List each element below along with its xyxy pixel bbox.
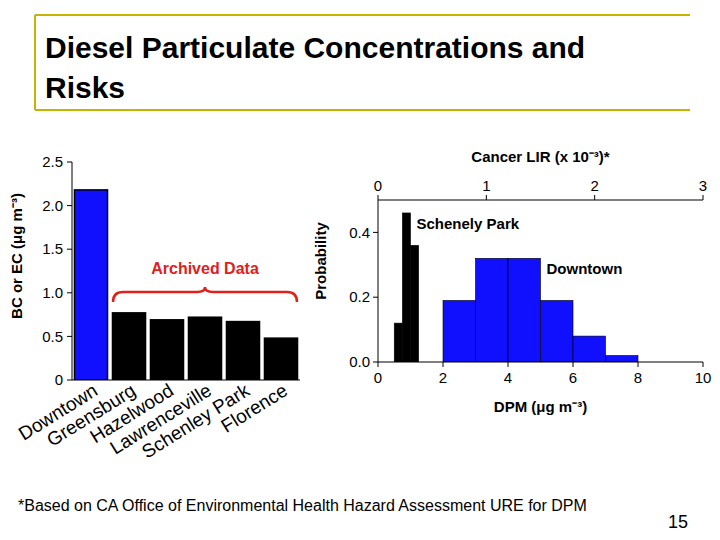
histogram-bar bbox=[606, 356, 639, 362]
bar-chart: 00.51.01.52.02.5DowntownGreensburgHazelw… bbox=[8, 153, 300, 462]
y-tick bbox=[67, 162, 72, 163]
y-axis bbox=[378, 200, 379, 362]
x2-tick-label: 2 bbox=[590, 177, 598, 194]
x-tick-label: 6 bbox=[569, 369, 577, 386]
x2-axis bbox=[378, 200, 703, 201]
y-tick-label: 1.5 bbox=[42, 240, 63, 257]
y-tick bbox=[67, 205, 72, 206]
x-axis bbox=[378, 362, 703, 363]
x-tick bbox=[573, 362, 574, 367]
annotation-bracket bbox=[113, 287, 297, 302]
x2-tick bbox=[594, 195, 595, 200]
x2-tick-label: 3 bbox=[699, 177, 707, 194]
y-tick bbox=[67, 292, 72, 293]
histogram-chart: 0 2 4 6 8 10 0 1 2 3 0.0 0.2 0.4 DPM (μg m⁻³) Cancer L… bbox=[312, 148, 711, 415]
histogram-bar bbox=[402, 213, 410, 362]
y-tick-label: 2.0 bbox=[42, 197, 63, 214]
y-tick-label: 1.0 bbox=[42, 284, 63, 301]
x2-axis-label: Cancer LIR (x 10⁻³)* bbox=[471, 148, 610, 165]
y-tick bbox=[373, 362, 378, 363]
y-tick bbox=[373, 297, 378, 298]
bar bbox=[112, 313, 145, 380]
y-tick-label: 2.5 bbox=[42, 153, 63, 170]
bar bbox=[226, 322, 259, 380]
y-axis bbox=[72, 162, 73, 380]
bar bbox=[188, 317, 221, 380]
y-axis-label: Probability bbox=[312, 222, 329, 300]
x-tick-label: 10 bbox=[695, 369, 712, 386]
frame-line bbox=[35, 14, 690, 16]
x2-tick bbox=[378, 195, 379, 200]
x2-tick-label: 1 bbox=[482, 177, 490, 194]
slide-title: Diesel Particulate Concentrations and Ri… bbox=[45, 28, 630, 108]
bar bbox=[74, 190, 107, 380]
x-tick bbox=[443, 362, 444, 367]
y-tick-label: 0.0 bbox=[349, 353, 370, 370]
bar bbox=[150, 320, 183, 380]
page-number: 15 bbox=[668, 512, 688, 532]
y-tick bbox=[67, 380, 72, 381]
histogram-bar bbox=[394, 323, 402, 362]
x-tick bbox=[638, 362, 639, 367]
x-tick-label: 8 bbox=[634, 369, 642, 386]
category-label: Florence bbox=[217, 380, 291, 437]
bars bbox=[74, 190, 297, 380]
bars bbox=[394, 213, 638, 362]
frame-line bbox=[34, 15, 36, 110]
series-label: Schenely Park bbox=[417, 215, 520, 232]
annotation: Archived Data bbox=[151, 260, 259, 277]
x-tick-label: 2 bbox=[439, 369, 447, 386]
y-axis-label: BC or EC (μg m⁻³) bbox=[8, 193, 25, 319]
y-tick-label: 0 bbox=[55, 371, 63, 388]
histogram-bar bbox=[443, 300, 476, 362]
frame-line bbox=[35, 109, 690, 111]
footnote: *Based on CA Office of Environmental Hea… bbox=[18, 497, 587, 514]
histogram-bar bbox=[411, 245, 419, 362]
x-axis-label: DPM (μg m⁻³) bbox=[494, 398, 587, 415]
histogram-bar bbox=[508, 258, 541, 362]
y-tick bbox=[67, 249, 72, 250]
x-tick-label: 4 bbox=[504, 369, 512, 386]
series-label: Downtown bbox=[547, 260, 623, 277]
y-tick bbox=[67, 336, 72, 337]
histogram-bar bbox=[541, 300, 574, 362]
bar bbox=[264, 338, 297, 380]
slide: *Based on CA Office of Environmental Hea… bbox=[0, 0, 720, 540]
x-tick-label: 0 bbox=[374, 369, 382, 386]
x-tick bbox=[508, 362, 509, 367]
histogram-bar bbox=[573, 336, 606, 362]
x-tick bbox=[378, 362, 379, 367]
y-tick-label: 0.4 bbox=[349, 224, 370, 241]
x2-tick bbox=[486, 195, 487, 200]
y-tick-label: 0.2 bbox=[349, 288, 370, 305]
y-tick-label: 0.5 bbox=[42, 328, 63, 345]
x-tick bbox=[703, 362, 704, 367]
x2-tick bbox=[703, 195, 704, 200]
y-tick bbox=[373, 232, 378, 233]
x2-tick-label: 0 bbox=[374, 177, 382, 194]
histogram-bar bbox=[476, 258, 509, 362]
